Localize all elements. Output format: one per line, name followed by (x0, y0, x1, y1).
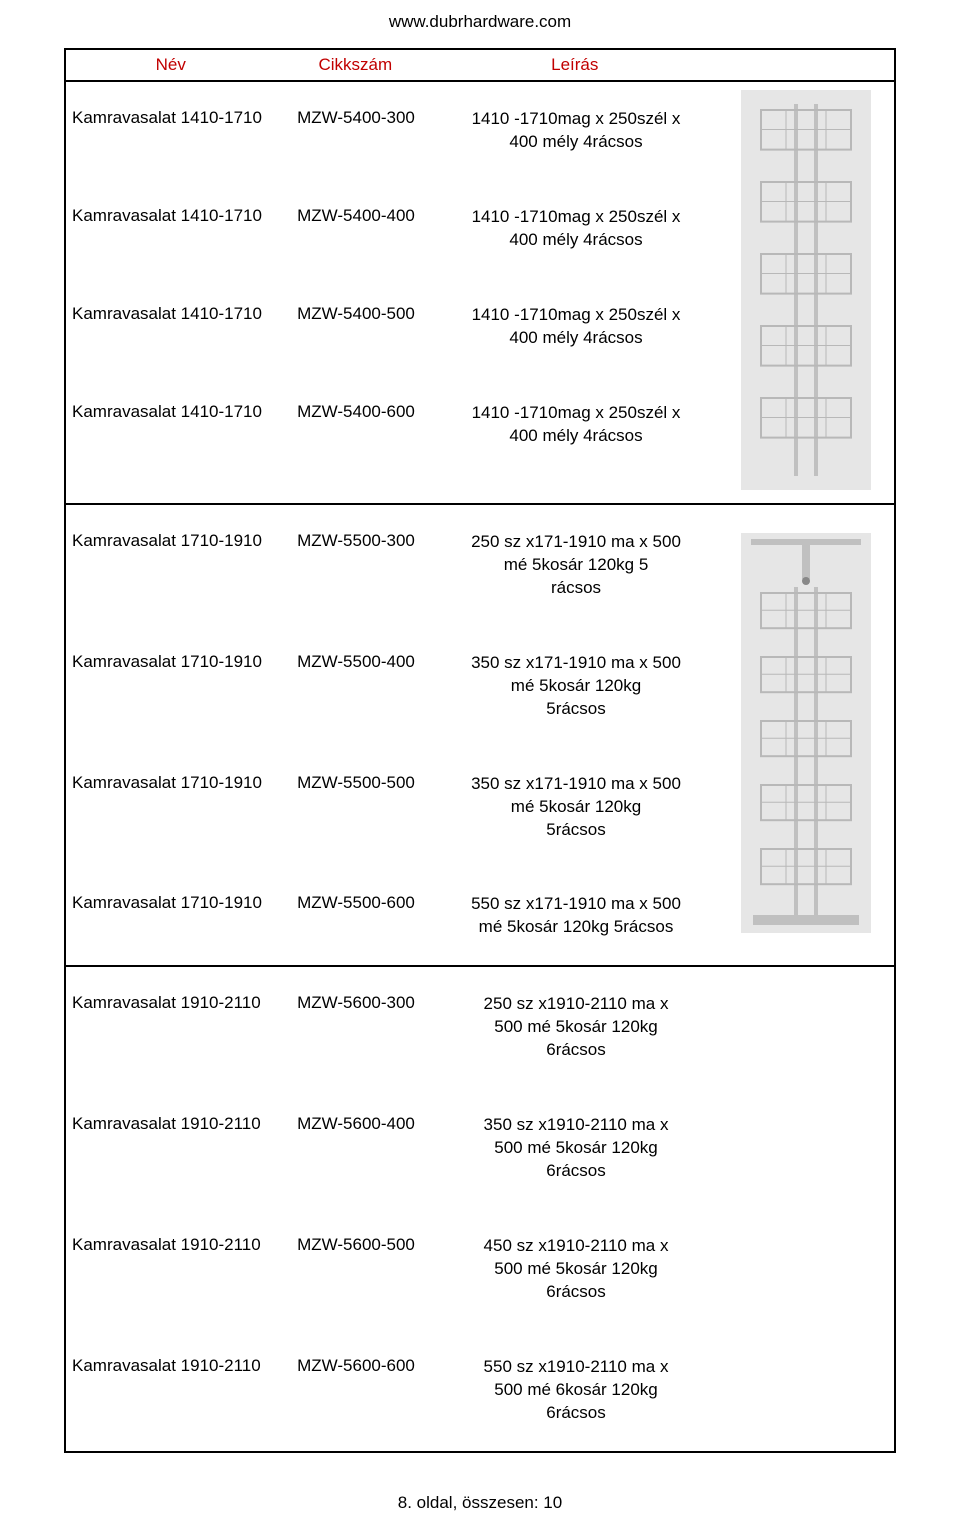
table-row: Kamravasalat 1410-1710MZW-5400-6001410 -… (66, 376, 716, 474)
cell-name: Kamravasalat 1910-2110 (66, 1114, 276, 1183)
product-image-cell (716, 505, 896, 965)
cell-sku: MZW-5500-300 (276, 531, 436, 600)
shelf-5-level-icon (741, 533, 871, 938)
table-row: Kamravasalat 1710-1910MZW-5500-300250 sz… (66, 505, 716, 626)
cell-desc: 250 sz x1910-2110 ma x 500 mé 5kosár 120… (436, 993, 716, 1062)
page-footer: 8. oldal, összesen: 10 (0, 1453, 960, 1533)
cell-name: Kamravasalat 1410-1710 (66, 206, 276, 252)
cell-name: Kamravasalat 1910-2110 (66, 1235, 276, 1304)
product-table: Név Cikkszám Leírás Kamravasalat 1410-17… (64, 48, 896, 1453)
site-url: www.dubrhardware.com (0, 0, 960, 48)
table-row: Kamravasalat 1910-2110MZW-5600-600550 sz… (66, 1330, 716, 1451)
table-row: Kamravasalat 1910-2110MZW-5600-300250 sz… (66, 967, 716, 1088)
cell-name: Kamravasalat 1910-2110 (66, 993, 276, 1062)
product-group: Kamravasalat 1710-1910MZW-5500-300250 sz… (66, 505, 894, 967)
cell-name: Kamravasalat 1710-1910 (66, 652, 276, 721)
cell-name: Kamravasalat 1910-2110 (66, 1356, 276, 1425)
table-row: Kamravasalat 1710-1910MZW-5500-500350 sz… (66, 747, 716, 868)
product-image-cell (716, 82, 896, 503)
cell-desc: 1410 -1710mag x 250szél x 400 mély 4rács… (436, 206, 716, 252)
cell-sku: MZW-5400-300 (276, 108, 436, 154)
table-row: Kamravasalat 1710-1910MZW-5500-600550 sz… (66, 867, 716, 965)
cell-desc: 1410 -1710mag x 250szél x 400 mély 4rács… (436, 108, 716, 154)
cell-desc: 450 sz x1910-2110 ma x 500 mé 5kosár 120… (436, 1235, 716, 1304)
cell-sku: MZW-5500-600 (276, 893, 436, 939)
cell-sku: MZW-5500-500 (276, 773, 436, 842)
cell-sku: MZW-5400-400 (276, 206, 436, 252)
cell-desc: 550 sz x1910-2110 ma x 500 mé 6kosár 120… (436, 1356, 716, 1425)
cell-desc: 350 sz x1910-2110 ma x 500 mé 5kosár 120… (436, 1114, 716, 1183)
cell-desc: 1410 -1710mag x 250szél x 400 mély 4rács… (436, 304, 716, 350)
table-row: Kamravasalat 1910-2110MZW-5600-500450 sz… (66, 1209, 716, 1330)
cell-sku: MZW-5500-400 (276, 652, 436, 721)
table-header: Név Cikkszám Leírás (66, 50, 894, 82)
cell-desc: 350 sz x171-1910 ma x 500 mé 5kosár 120k… (436, 652, 716, 721)
cell-name: Kamravasalat 1710-1910 (66, 893, 276, 939)
table-row: Kamravasalat 1710-1910MZW-5500-400350 sz… (66, 626, 716, 747)
cell-sku: MZW-5400-600 (276, 402, 436, 448)
table-row: Kamravasalat 1410-1710MZW-5400-5001410 -… (66, 278, 716, 376)
cell-name: Kamravasalat 1410-1710 (66, 402, 276, 448)
cell-sku: MZW-5600-500 (276, 1235, 436, 1304)
table-row: Kamravasalat 1410-1710MZW-5400-4001410 -… (66, 180, 716, 278)
cell-name: Kamravasalat 1410-1710 (66, 304, 276, 350)
shelf-4-level-icon (741, 90, 871, 495)
cell-sku: MZW-5600-400 (276, 1114, 436, 1183)
cell-desc: 350 sz x171-1910 ma x 500 mé 5kosár 120k… (436, 773, 716, 842)
table-row: Kamravasalat 1410-1710MZW-5400-3001410 -… (66, 82, 716, 180)
header-name: Név (66, 55, 276, 75)
cell-desc: 550 sz x171-1910 ma x 500 mé 5kosár 120k… (436, 893, 716, 939)
cell-name: Kamravasalat 1410-1710 (66, 108, 276, 154)
table-row: Kamravasalat 1910-2110MZW-5600-400350 sz… (66, 1088, 716, 1209)
cell-name: Kamravasalat 1710-1910 (66, 531, 276, 600)
header-sku: Cikkszám (276, 55, 436, 75)
cell-name: Kamravasalat 1710-1910 (66, 773, 276, 842)
cell-desc: 1410 -1710mag x 250szél x 400 mély 4rács… (436, 402, 716, 448)
product-group: Kamravasalat 1910-2110MZW-5600-300250 sz… (66, 967, 894, 1450)
cell-sku: MZW-5400-500 (276, 304, 436, 350)
header-desc: Leírás (435, 55, 714, 75)
cell-sku: MZW-5600-600 (276, 1356, 436, 1425)
product-group: Kamravasalat 1410-1710MZW-5400-3001410 -… (66, 82, 894, 505)
product-image-cell (716, 967, 896, 1450)
cell-sku: MZW-5600-300 (276, 993, 436, 1062)
cell-desc: 250 sz x171-1910 ma x 500 mé 5kosár 120k… (436, 531, 716, 600)
